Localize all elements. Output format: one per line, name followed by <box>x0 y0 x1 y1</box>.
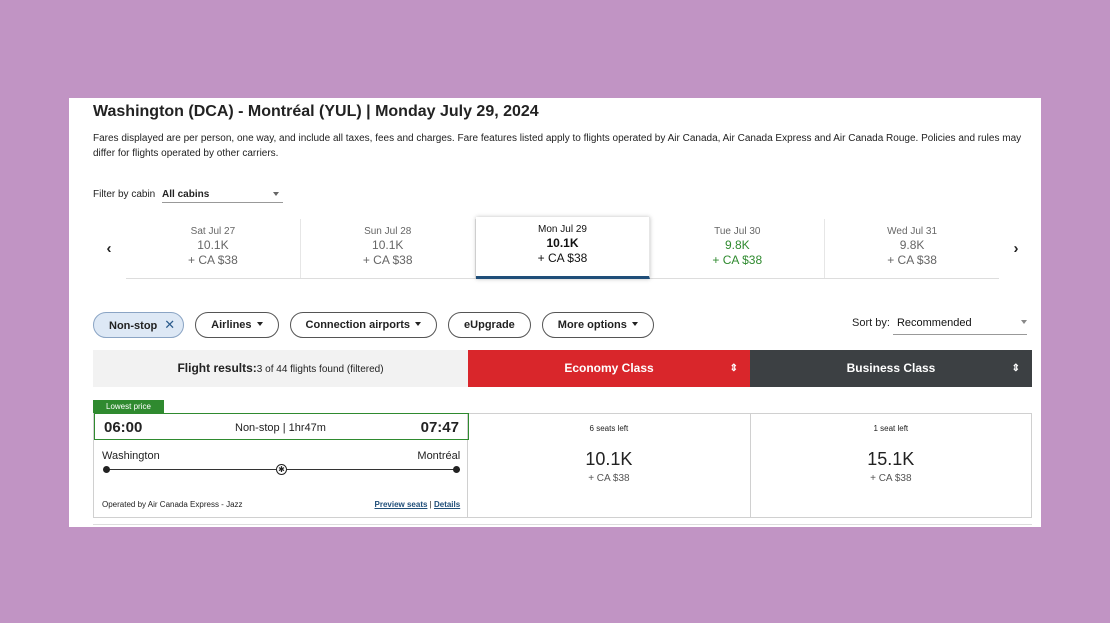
date-label: Sat Jul 27 <box>190 226 236 237</box>
economy-class-header[interactable]: Economy Class ⇕ <box>468 350 750 387</box>
economy-cash: + CA $38 <box>588 473 630 484</box>
date-cash: + CA $38 <box>712 253 763 267</box>
economy-points: 10.1K <box>585 449 633 469</box>
next-dates-button[interactable]: › <box>1013 240 1019 257</box>
caret-down-icon <box>415 322 422 326</box>
date-cash: + CA $38 <box>188 253 238 267</box>
airlines-filter-button[interactable]: Airlines <box>195 312 279 338</box>
prev-dates-button[interactable]: ‹ <box>106 240 112 257</box>
fare-disclaimer: Fares displayed are per person, one way,… <box>93 133 1022 159</box>
sort-arrows-icon: ⇕ <box>729 363 738 374</box>
flight-result-row: 06:00 Non-stop | 1hr47m 07:47 Washington… <box>93 413 1032 518</box>
filter-chips: Non-stop ✕ Airlines Connection airports e… <box>93 312 654 338</box>
chip-label: eUpgrade <box>464 319 515 331</box>
results-count: 3 of 44 flights found (filtered) <box>256 364 384 375</box>
flight-itinerary: 06:00 Non-stop | 1hr47m 07:47 Washington… <box>94 413 469 517</box>
sort-label: Sort by: <box>852 317 890 329</box>
chevron-down-icon <box>1020 320 1027 324</box>
lowest-price-badge: Lowest price <box>93 400 164 413</box>
close-icon[interactable]: ✕ <box>164 317 176 332</box>
business-cash: + CA $38 <box>870 473 912 484</box>
connection-airports-filter-button[interactable]: Connection airports <box>289 312 438 338</box>
date-cash: + CA $38 <box>537 251 588 265</box>
chip-label: Airlines <box>211 319 252 331</box>
date-option-mon-jul-29[interactable]: Mon Jul 29 10.1K + CA $38 <box>475 217 651 279</box>
flight-search-panel: Washington (DCA) - Montréal (YUL) | Mond… <box>69 98 1041 527</box>
date-option-tue-jul-30[interactable]: Tue Jul 30 9.8K + CA $38 <box>650 219 826 278</box>
caret-down-icon <box>256 322 263 326</box>
destination-dot-icon <box>453 466 460 473</box>
cabin-filter-label: Filter by cabin <box>93 189 156 200</box>
cabin-select[interactable]: All cabins <box>162 189 284 203</box>
economy-fare-cell[interactable]: 6 seats left 10.1K + CA $38 <box>468 414 749 517</box>
date-label: Sun Jul 28 <box>364 226 412 237</box>
eupgrade-filter-button[interactable]: eUpgrade <box>448 312 531 338</box>
sort-value: Recommended <box>896 317 972 329</box>
preview-seats-link[interactable]: Preview seats <box>374 500 428 509</box>
flight-links: Preview seats | Details <box>375 500 461 509</box>
date-option-sun-jul-28[interactable]: Sun Jul 28 10.1K + CA $38 <box>301 219 476 278</box>
business-points: 15.1K <box>867 449 915 469</box>
chip-label: Connection airports <box>305 319 411 331</box>
date-points: 9.8K <box>724 238 750 252</box>
nonstop-filter-chip[interactable]: Non-stop ✕ <box>93 312 185 338</box>
date-cash: + CA $38 <box>887 253 937 267</box>
departure-time: 06:00 <box>104 419 143 436</box>
chevron-down-icon <box>273 192 280 196</box>
date-carousel: Sat Jul 27 10.1K + CA $38 Sun Jul 28 10.… <box>126 217 999 279</box>
date-points: 10.1K <box>372 238 404 252</box>
date-points: 9.8K <box>899 238 925 252</box>
results-label: Flight results: <box>177 361 257 375</box>
cabin-select-value: All cabins <box>162 189 210 200</box>
sort-control: Sort by: Recommended <box>852 317 1027 335</box>
date-points: 10.1K <box>197 238 229 252</box>
date-points: 10.1K <box>546 236 579 250</box>
operator-info: Operated by Air Canada Express - Jazz <box>102 500 243 509</box>
economy-class-label: Economy Class <box>564 361 654 375</box>
sort-select[interactable]: Recommended <box>892 317 1027 335</box>
results-header: Flight results:3 of 44 flights found (fi… <box>93 350 1032 387</box>
origin-dot-icon <box>103 466 110 473</box>
origin-city: Washington <box>102 450 160 462</box>
date-option-wed-jul-31[interactable]: Wed Jul 31 9.8K + CA $38 <box>825 219 999 278</box>
business-fare-cell[interactable]: 1 seat left 15.1K + CA $38 <box>749 414 1031 517</box>
chip-label: Non-stop <box>109 320 158 332</box>
cabin-filter: Filter by cabin All cabins <box>93 189 284 203</box>
caret-down-icon <box>631 322 638 326</box>
economy-seats-left: 6 seats left <box>589 424 629 433</box>
more-options-button[interactable]: More options <box>541 312 654 338</box>
divider <box>93 524 1032 525</box>
date-option-sat-jul-27[interactable]: Sat Jul 27 10.1K + CA $38 <box>126 219 301 278</box>
page-title: Washington (DCA) - Montréal (YUL) | Mond… <box>93 103 539 120</box>
date-cash: + CA $38 <box>362 253 413 267</box>
sort-arrows-icon: ⇕ <box>1011 363 1020 374</box>
arrival-time: 07:47 <box>420 419 459 436</box>
link-separator: | <box>427 500 434 509</box>
business-class-label: Business Class <box>846 361 936 375</box>
flight-time-bar: 06:00 Non-stop | 1hr47m 07:47 <box>94 413 469 440</box>
details-link[interactable]: Details <box>433 500 461 509</box>
chip-label: More options <box>557 319 627 331</box>
air-canada-logo-icon: ✱ <box>276 464 287 475</box>
stops-duration: Non-stop | 1hr47m <box>235 422 326 434</box>
date-label: Wed Jul 31 <box>887 226 937 237</box>
date-label: Mon Jul 29 <box>538 224 587 235</box>
business-class-header[interactable]: Business Class ⇕ <box>750 350 1032 387</box>
destination-city: Montréal <box>417 450 461 462</box>
flight-results-count: Flight results:3 of 44 flights found (fi… <box>93 350 468 387</box>
date-label: Tue Jul 30 <box>714 226 761 237</box>
business-seats-left: 1 seat left <box>873 424 909 433</box>
